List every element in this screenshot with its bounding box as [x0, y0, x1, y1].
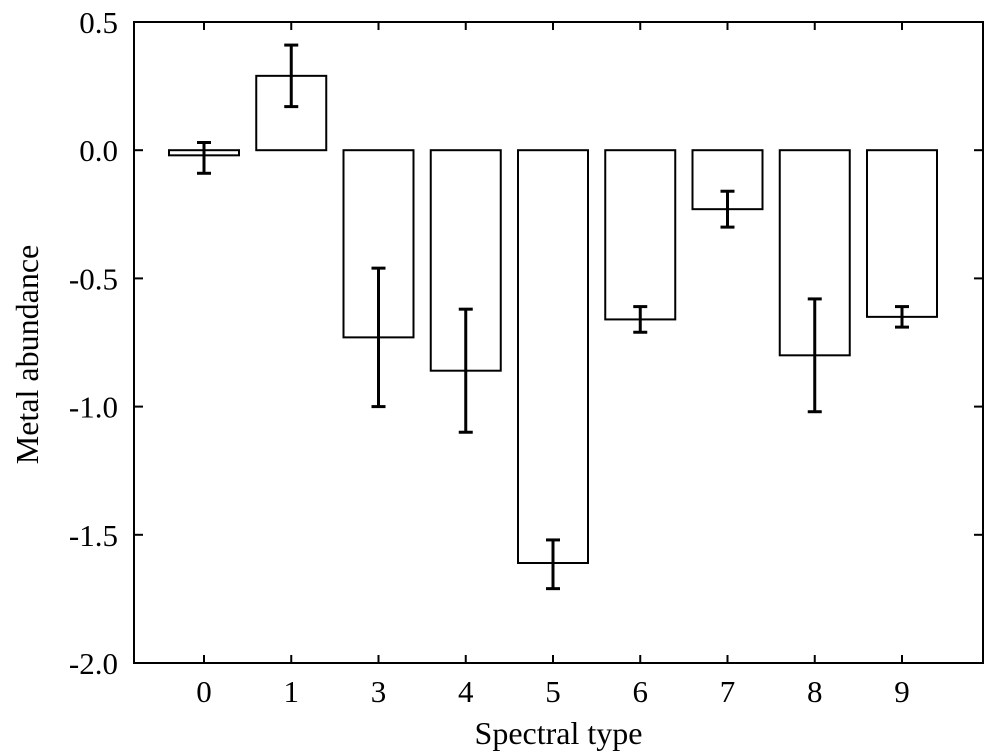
error-bar-6 [633, 305, 648, 334]
bar-5 [517, 149, 589, 565]
y-tick-label: -0.5 [69, 261, 118, 296]
y-tick-labels: 0.5 0.0 -0.5 -1.0 -1.5 -2.0 [69, 5, 118, 681]
error-bars [197, 43, 909, 591]
y-tick-label: 0.0 [79, 133, 118, 168]
x-axis-title: Spectral type [475, 715, 643, 751]
y-tick-label: -2.0 [69, 646, 118, 681]
y-axis-title: Metal abundance [9, 245, 45, 464]
bar-9 [866, 149, 938, 318]
y-tick-label: 0.5 [79, 5, 118, 40]
y-tick-label: -1.0 [69, 390, 118, 425]
error-bar-3 [371, 266, 386, 409]
x-tick-label-7: 7 [720, 674, 736, 709]
x-tick-label-0: 0 [196, 674, 212, 709]
error-bar-8 [807, 297, 822, 414]
bars [168, 74, 938, 565]
x-tick-label-6: 6 [633, 674, 649, 709]
x-tick-label-1: 1 [284, 674, 300, 709]
error-bar-7 [720, 189, 735, 229]
error-bar-1 [284, 43, 299, 109]
x-tick-labels: 0 1 3 4 5 6 7 8 9 [196, 674, 910, 709]
plot-frame [133, 21, 984, 664]
x-tick-label-8: 8 [807, 674, 823, 709]
error-bar-5 [546, 538, 560, 591]
error-bar-9 [895, 305, 909, 329]
x-tick-label-4: 4 [458, 674, 474, 709]
error-bar-4 [458, 307, 473, 434]
bar-6 [604, 149, 677, 321]
error-bar-0 [197, 141, 211, 175]
x-tick-label-9: 9 [894, 674, 910, 709]
x-tick-label-3: 3 [371, 674, 387, 709]
x-tick-label-5: 5 [545, 674, 561, 709]
y-tick-label: -1.5 [69, 518, 118, 553]
